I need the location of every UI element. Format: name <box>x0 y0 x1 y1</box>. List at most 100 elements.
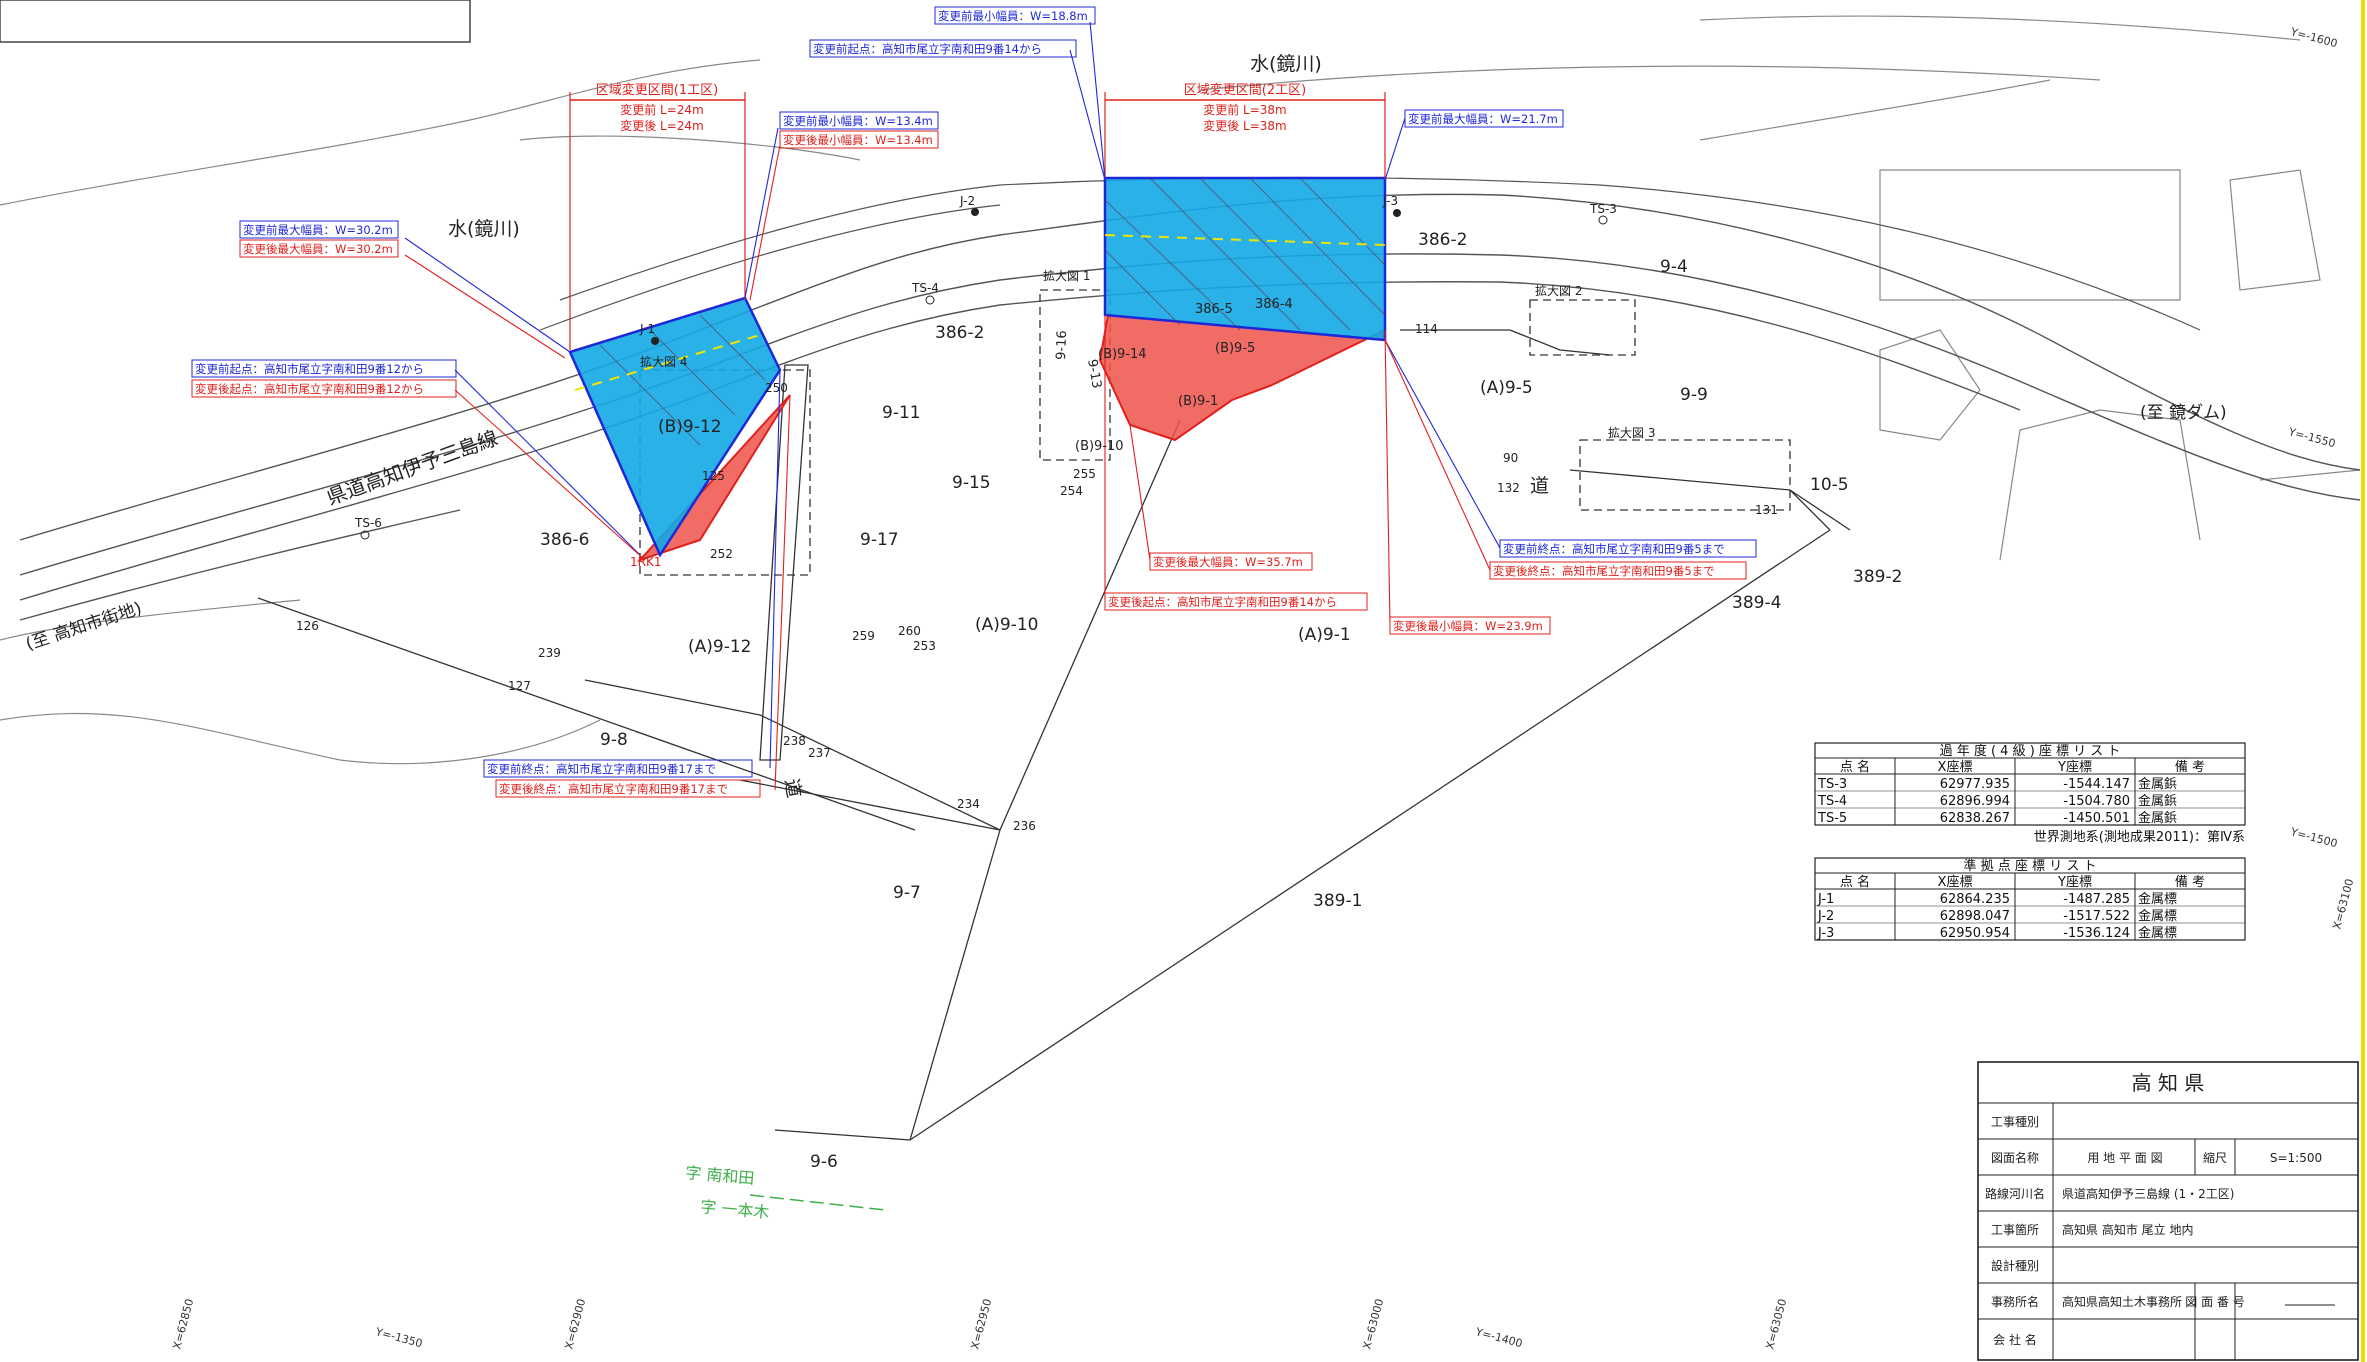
zone2-before-area <box>1103 176 1387 342</box>
parcel-label: (A)9-5 <box>1480 378 1533 398</box>
grid-label: Y=-1600 <box>2288 25 2339 50</box>
parcel-label: (B)9-5 <box>1215 341 1255 356</box>
title-row-label: 工事箇所 <box>1991 1223 2039 1237</box>
parcel-label: 386-5 <box>1195 302 1233 317</box>
past-table-cell: 金属鋲 <box>2138 776 2177 792</box>
parcel-label: 386-2 <box>935 323 984 343</box>
parcel-label: 9-4 <box>1660 257 1688 277</box>
scale-value: S=1:500 <box>2270 1151 2322 1165</box>
zone2-callouts: 変更前最小幅員：W=18.8m 変更前起点：高知市尾立字南和田9番14から 変更… <box>809 6 1757 635</box>
ref-table-cell: 金属標 <box>2138 908 2177 924</box>
ref-table-header: 備 考 <box>2175 874 2205 890</box>
title-row-value: 用 地 平 面 図 <box>2087 1151 2162 1165</box>
parcel-label: 9-6 <box>810 1152 838 1172</box>
past-table-cell: -1504.780 <box>2063 794 2130 809</box>
ref-table-cell: 金属標 <box>2138 891 2177 907</box>
z2-end-after: 変更後終点：高知市尾立字南和田9番5まで <box>1493 564 1715 578</box>
z2-start-before: 変更前起点：高知市尾立字南和田9番14から <box>813 42 1042 56</box>
past-table-header: X座標 <box>1938 760 1973 775</box>
point-label: 259 <box>852 629 875 643</box>
z1-min-before: 変更前最小幅員：W=13.4m <box>783 114 933 128</box>
z2-end-before: 変更前終点：高知市尾立字南和田9番5まで <box>1503 542 1725 556</box>
point-label: 234 <box>957 797 980 811</box>
z2-start-after: 変更後起点：高知市尾立字南和田9番14から <box>1108 595 1337 609</box>
z1-start-before: 変更前起点：高知市尾立字南和田9番12から <box>195 362 424 376</box>
past-table-note: 世界測地系(測地成果2011)：第Ⅳ系 <box>2034 830 2245 845</box>
parcel-boundaries <box>257 289 1851 1141</box>
parcel-label: 9-8 <box>600 730 628 750</box>
title-row-value: 高知県高知土木事務所 <box>2062 1294 2182 1309</box>
past-table-header: 備 考 <box>2175 759 2205 775</box>
z1-max-before: 変更前最大幅員：W=30.2m <box>243 223 393 237</box>
past-table-cell: TS-3 <box>1817 777 1847 792</box>
point-label: 127 <box>508 679 531 693</box>
past-table-cell: 金属鋲 <box>2138 793 2177 809</box>
point-label: 126 <box>296 619 319 633</box>
scale-label: 縮尺 <box>2203 1150 2227 1165</box>
river-label-1: 水(鏡川) <box>448 218 520 240</box>
point-label: 238 <box>783 734 806 748</box>
z2-max-before: 変更前最大幅員：W=21.7m <box>1408 112 1558 126</box>
point-label: TS-3 <box>1589 202 1617 216</box>
ref-table-cell: -1517.522 <box>2063 909 2130 924</box>
parcel-label: (B)9-1 <box>1178 394 1218 409</box>
z2-max-after: 変更後最大幅員：W=35.7m <box>1153 555 1303 569</box>
point-label: 1RK1 <box>630 555 661 569</box>
ref-table-header: X座標 <box>1938 875 1973 890</box>
point-label: 拡大図 4 <box>640 355 687 369</box>
grid-label: X=63100 <box>2330 877 2356 930</box>
parcel-label: (A)9-10 <box>975 615 1038 635</box>
aza-1: 字 南和田 <box>685 1163 755 1188</box>
parcel-label: (B)9-12 <box>658 417 722 437</box>
zone1-callouts: 変更前最大幅員：W=30.2m 変更後最大幅員：W=30.2m 変更前最小幅員：… <box>191 111 939 798</box>
parcel-label: 9-9 <box>1680 385 1708 405</box>
past-table-cell: 62977.935 <box>1940 777 2010 792</box>
parcel-label: 9-15 <box>952 473 991 493</box>
z1-start-after: 変更後起点：高知市尾立字南和田9番12から <box>195 382 424 396</box>
point-label: 拡大図 3 <box>1608 426 1655 440</box>
point-label: J-3 <box>1382 194 1398 208</box>
point-label: 255 <box>1073 467 1096 481</box>
parcel-label: (A)9-12 <box>688 637 751 657</box>
past-coordinate-table: 過 年 度 ( 4 級 ) 座 標 リ ス ト 点 名 X座標 Y座標 備 考 … <box>1814 742 2246 845</box>
parcel-label: 389-4 <box>1732 593 1781 613</box>
road-label: 県道高知伊予三島線 <box>324 426 501 510</box>
title-row-label: 事務所名 <box>1991 1294 2039 1309</box>
change-areas <box>568 176 1387 563</box>
aza-2: 字 一本木 <box>700 1197 770 1222</box>
grid-label: X=63000 <box>1360 1297 1386 1350</box>
grid-label: Y=-1550 <box>2286 425 2337 450</box>
title-row-label: 工事種別 <box>1991 1115 2039 1129</box>
grid-label: Y=-1500 <box>2288 825 2339 850</box>
title-row-value: 県道高知伊予三島線 (1・2工区) <box>2062 1186 2234 1201</box>
point-label: 250 <box>765 381 788 395</box>
past-table-cell: 62896.994 <box>1940 794 2010 809</box>
zone2-before-len: 変更前 L=38m <box>1203 102 1287 117</box>
zone2-header: 区域変更区間(2工区) <box>1184 82 1306 98</box>
point-label: J-2 <box>959 194 975 208</box>
parcel-label: 9-11 <box>882 403 921 423</box>
callout-leaders <box>404 21 1501 791</box>
title-row-value: 高知県 高知市 尾立 地内 <box>2062 1222 2193 1237</box>
parcel-label: (B)9-10 <box>1075 439 1124 454</box>
point-label: 236 <box>1013 819 1036 833</box>
ref-table-cell: 62898.047 <box>1940 909 2010 924</box>
z1-min-after: 変更後最小幅員：W=13.4m <box>783 133 933 147</box>
parcel-label: 10-5 <box>1810 475 1849 495</box>
ref-table-cell: 金属標 <box>2138 925 2177 941</box>
title-row-label: 図面名称 <box>1991 1150 2039 1165</box>
past-table-cell: 62838.267 <box>1940 811 2010 826</box>
title-row-label: 設計種別 <box>1991 1258 2039 1273</box>
top-left-frame <box>0 0 471 43</box>
zone1-header: 区域変更区間(1工区) <box>596 82 718 98</box>
parcel-label: 389-2 <box>1853 567 1902 587</box>
past-table-header: 点 名 <box>1840 759 1870 775</box>
point-label: 拡大図 1 <box>1043 269 1090 283</box>
ref-table-cell: J-2 <box>1817 909 1834 924</box>
point-label: 114 <box>1415 322 1438 336</box>
point-label: 237 <box>808 746 831 760</box>
point-label: 253 <box>913 639 936 653</box>
reference-coordinate-table: 準 拠 点 座 標 リ ス ト 点 名 X座標 Y座標 備 考 J-1 6286… <box>1814 857 2246 941</box>
survey-points: TS-6 TS-4 TS-3 J-1 J-2 J-3 250 125 126 1… <box>296 194 1778 833</box>
ref-table-cell: J-1 <box>1817 892 1834 907</box>
